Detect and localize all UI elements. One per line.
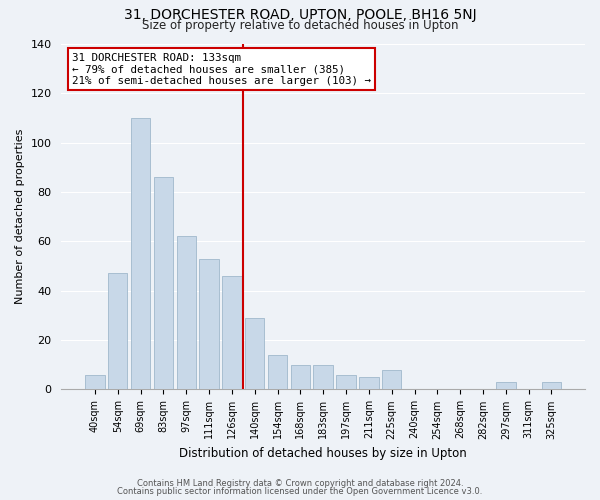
Text: 31, DORCHESTER ROAD, UPTON, POOLE, BH16 5NJ: 31, DORCHESTER ROAD, UPTON, POOLE, BH16 … <box>124 8 476 22</box>
Y-axis label: Number of detached properties: Number of detached properties <box>15 129 25 304</box>
Text: 31 DORCHESTER ROAD: 133sqm
← 79% of detached houses are smaller (385)
21% of sem: 31 DORCHESTER ROAD: 133sqm ← 79% of deta… <box>72 52 371 86</box>
Text: Size of property relative to detached houses in Upton: Size of property relative to detached ho… <box>142 18 458 32</box>
Bar <box>222 276 242 390</box>
Bar <box>85 374 104 390</box>
Bar <box>313 365 333 390</box>
Bar <box>290 365 310 390</box>
Bar <box>382 370 401 390</box>
Bar <box>245 318 265 390</box>
Text: Contains HM Land Registry data © Crown copyright and database right 2024.: Contains HM Land Registry data © Crown c… <box>137 479 463 488</box>
Text: Contains public sector information licensed under the Open Government Licence v3: Contains public sector information licen… <box>118 487 482 496</box>
Bar <box>199 258 219 390</box>
Bar <box>268 355 287 390</box>
Bar <box>176 236 196 390</box>
Bar <box>359 377 379 390</box>
Bar <box>542 382 561 390</box>
X-axis label: Distribution of detached houses by size in Upton: Distribution of detached houses by size … <box>179 447 467 460</box>
Bar <box>496 382 515 390</box>
Bar <box>131 118 150 390</box>
Bar <box>108 274 127 390</box>
Bar <box>337 374 356 390</box>
Bar <box>154 177 173 390</box>
